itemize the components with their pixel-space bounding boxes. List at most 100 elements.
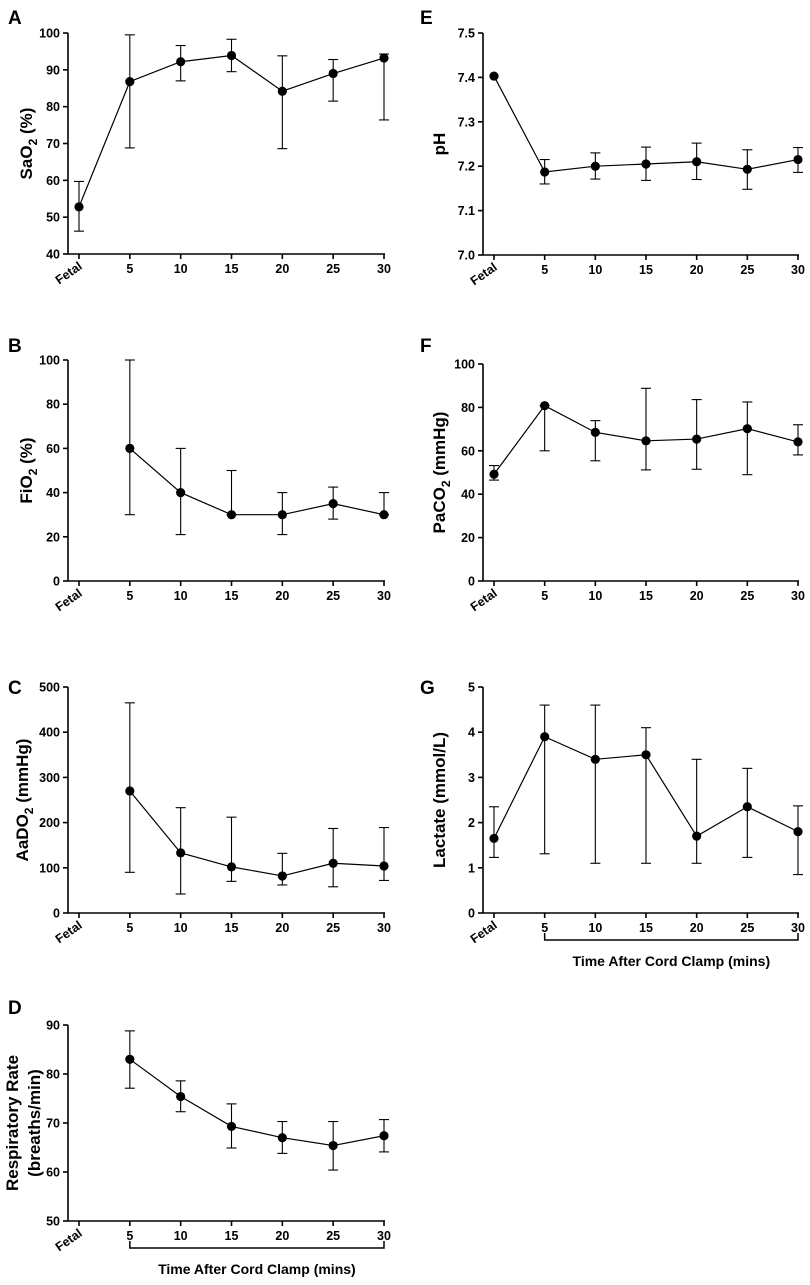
x-tick-label: 10 [174,1229,188,1243]
data-point [590,161,600,171]
x-tick-label: 30 [791,921,805,935]
data-point [74,202,84,212]
x-tick-label: 20 [690,921,704,935]
y-tick-label: 7.3 [458,115,475,129]
panel-e: E 7.0 7.1 7.2 7.3 7.4 7.5 Fetal 5 10 15 20 25 30 pH [420,8,805,288]
x-tick-label: 25 [326,921,340,935]
data-point [328,1140,338,1151]
y-tick-label: 80 [461,401,475,415]
y-tick-label: 0 [468,575,475,589]
data-point [489,469,499,479]
x-tick-label: 25 [740,589,754,603]
y-tick-label: 60 [46,1166,60,1180]
data-point [226,1121,237,1132]
y-axis-title-line2: (breaths/min) [25,1069,44,1177]
panel-f: F 0 20 40 60 80 100 Fetal 5 10 15 20 25 30 PaCO2 (mmHg… [420,336,805,614]
y-axis-title: SaO2 (%) [17,108,40,180]
data-point [277,871,287,881]
y-tick-label: 60 [461,444,475,458]
x-tick-label: 30 [377,921,391,935]
x-tick-label: 15 [225,589,239,603]
y-tick-label: 100 [39,861,60,875]
data-point [692,831,702,841]
data-point [176,848,186,858]
time-bracket-label: Time After Cord Clamp (mins) [573,953,771,969]
data-point [226,50,237,61]
y-tick-label: 60 [46,442,60,456]
x-tick-label: 25 [740,263,754,277]
x-tick-label: 30 [791,263,805,277]
y-axis-title: AaDO2 (mmHg) [13,739,36,862]
y-axis-title: FiO2 (%) [17,437,40,503]
y-tick-label: 7.2 [458,160,475,174]
x-tick-label: Fetal [53,586,85,614]
series-line [78,54,385,208]
x-tick-label: 10 [174,262,188,276]
y-tick-label: 80 [46,398,60,412]
x-tick-label: 25 [326,262,340,276]
y-tick-label: 400 [39,726,60,740]
y-axis-title: PaCO2 (mmHg) [430,412,453,534]
x-tick-label: 5 [541,263,548,277]
data-point [793,827,803,837]
series-line [129,1058,385,1147]
data-point [176,488,186,498]
x-tick-label: 15 [639,263,653,277]
y-tick-label: 1 [468,861,475,875]
y-tick-label: 7.5 [458,27,475,41]
x-tick-label: 25 [326,589,340,603]
data-point [176,57,186,67]
y-tick-label: 80 [46,100,60,114]
y-tick-label: 50 [46,1215,60,1229]
y-axis-title: Respiratory Rate [3,1055,22,1191]
x-tick-label: 30 [377,589,391,603]
x-tick-label: 15 [639,921,653,935]
panel-letter: D [8,998,22,1019]
panel-b: B 0 20 40 60 80 100 Fetal 5 10 15 20 25 30 FiO2 (%) [8,336,391,614]
data-point [540,167,550,177]
x-tick-label: 5 [541,589,548,603]
x-tick-label: 5 [126,262,133,276]
x-tick-label: Fetal [468,260,500,288]
y-axis-title: pH [430,133,449,156]
y-tick-label: 7.1 [458,204,475,218]
y-tick-label: 40 [46,248,60,262]
y-tick-label: 60 [46,174,60,188]
data-point [328,499,338,509]
data-point [489,71,499,81]
x-tick-label: 10 [174,589,188,603]
data-point [277,1133,287,1143]
x-tick-label: Fetal [53,259,85,287]
data-point [379,53,389,63]
data-point [379,861,389,871]
x-tick-label: 30 [791,589,805,603]
data-point [742,424,752,434]
x-tick-label: 20 [275,589,289,603]
y-axis-title: Lactate (mmol/L) [430,732,449,868]
y-tick-label: 50 [46,211,60,225]
data-point [793,154,803,165]
data-point [379,510,389,520]
panel-letter: G [420,678,435,699]
data-point [641,159,651,169]
data-point [176,1091,186,1102]
y-tick-label: 0 [53,907,60,921]
data-point [277,510,287,520]
x-tick-label: Fetal [53,1226,85,1254]
y-tick-label: 80 [46,1068,60,1082]
x-tick-label: 10 [588,921,602,935]
y-tick-label: 90 [46,1019,60,1033]
y-tick-label: 70 [46,137,60,151]
y-tick-label: 500 [39,681,60,695]
data-point [328,68,338,79]
y-tick-label: 3 [468,771,475,785]
x-tick-label: 5 [126,1229,133,1243]
x-tick-label: 20 [690,589,704,603]
series-line [129,447,385,516]
x-tick-label: 25 [740,921,754,935]
y-tick-label: 70 [46,1117,60,1131]
data-point [226,510,237,520]
x-tick-label: 20 [275,262,289,276]
data-point [641,750,651,760]
